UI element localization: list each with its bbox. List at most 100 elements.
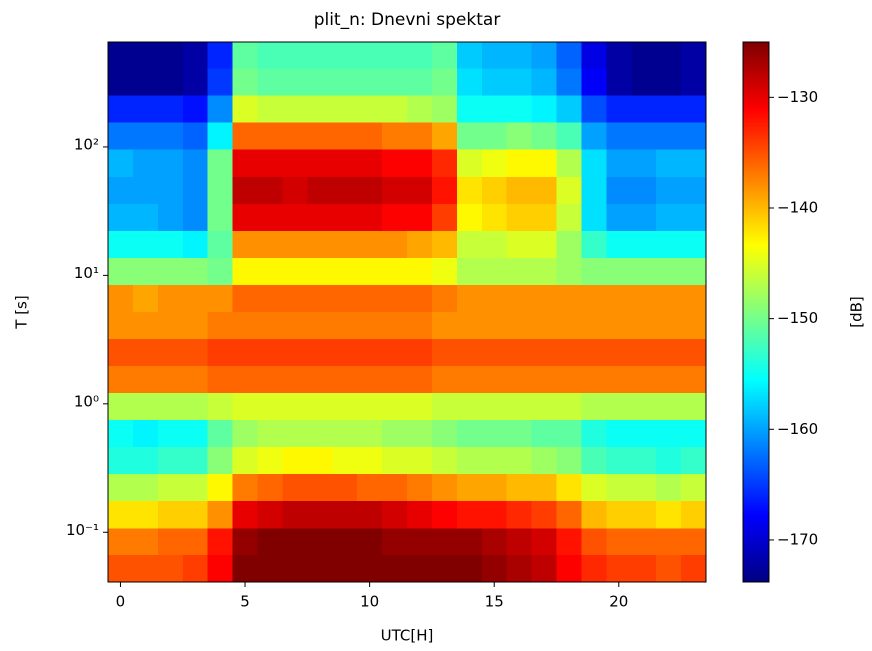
heatmap-cell [182,284,209,313]
colorbar-gradient [743,420,769,423]
heatmap-cell [656,68,682,96]
heatmap-cell [631,122,657,150]
heatmap-cell [108,527,134,556]
heatmap-cell [257,203,283,231]
heatmap-cell [282,149,308,177]
colorbar-gradient [743,502,769,505]
heatmap-cell [581,527,607,556]
heatmap-cell [357,473,383,502]
heatmap-cell [207,257,233,285]
heatmap-cell [232,95,258,123]
colorbar-gradient [743,228,769,231]
colorbar-gradient [743,292,769,295]
colorbar-gradient [743,524,769,527]
colorbar-gradient [743,368,769,371]
colorbar-gradient [743,450,769,453]
heatmap-cell [506,419,532,448]
heatmap-cell [606,257,632,285]
heatmap-cell [631,527,657,556]
colorbar-gradient [743,314,769,317]
heatmap-cell [531,500,557,529]
heatmap-cell [531,419,557,448]
heatmap-cell [656,365,682,394]
plot-frame [107,41,707,583]
colorbar-gradient [743,42,769,45]
heatmap-cell [506,338,532,367]
colorbar-gradient [743,356,769,359]
colorbar-gradient [743,478,769,481]
heatmap-cell [681,500,707,529]
heatmap-cell [282,122,308,150]
heatmap-cell [357,122,383,150]
heatmap-cell [307,257,333,285]
heatmap-cell [182,203,209,231]
heatmap-cell [157,500,184,529]
heatmap-cell [506,446,532,475]
heatmap-cell [282,203,308,231]
heatmap-cell [182,338,209,367]
heatmap-cell [157,311,184,339]
heatmap-cell [631,230,657,258]
heatmap-cell [456,338,483,367]
heatmap-cell [606,419,632,448]
colorbar-gradient [743,544,769,547]
heatmap-cell [606,284,632,313]
heatmap-cell [357,392,383,421]
colorbar-gradient [743,156,769,159]
colorbar-gradient [743,116,769,119]
colorbar-gradient [743,538,769,541]
heatmap-cell [132,500,159,529]
heatmap-cell [132,149,159,177]
colorbar-gradient [743,514,769,517]
colorbar-gradient [743,108,769,111]
heatmap-cell [232,338,258,367]
heatmap-cell [581,338,607,367]
colorbar-gradient [743,466,769,469]
colorbar-gradient [743,106,769,109]
colorbar-gradient [743,546,769,549]
heatmap-cell [606,95,632,123]
colorbar-gradient [743,340,769,343]
colorbar-gradient [743,334,769,337]
colorbar-gradient [743,286,769,289]
colorbar-gradient [743,394,769,397]
colorbar-gradient [743,196,769,199]
colorbar-gradient [743,512,769,515]
heatmap-cell [481,311,508,339]
colorbar-gradient [743,432,769,435]
colorbar-gradient [743,410,769,413]
heatmap-cell [556,554,582,583]
colorbar-gradient [743,452,769,455]
heatmap-cell [157,284,184,313]
heatmap-cell [656,176,682,204]
heatmap-cell [108,230,134,258]
colorbar-gradient [743,510,769,513]
heatmap-cell [631,446,657,475]
heatmap-cell [332,149,358,177]
heatmap-cell [681,230,707,258]
heatmap-cell [232,527,258,556]
colorbar-gradient [743,562,769,565]
colorbar-gradient [743,556,769,559]
heatmap-cell [232,473,258,502]
colorbar-gradient [743,266,769,269]
heatmap-cell [132,68,159,96]
heatmap-cell [531,311,557,339]
colorbar-gradient [743,192,769,195]
heatmap-cell [481,149,508,177]
heatmap-cell [481,392,508,421]
colorbar-gradient [743,226,769,229]
heatmap-cell [332,230,358,258]
colorbar-gradient [743,380,769,383]
heatmap-cell [407,176,433,204]
heatmap-cell [257,176,283,204]
colorbar-gradient [743,248,769,251]
heatmap-cell [282,473,308,502]
colorbar-gradient [743,128,769,131]
colorbar-gradient [743,548,769,551]
colorbar-gradient [743,326,769,329]
heatmap-cell [382,392,408,421]
heatmap-cell [382,257,408,285]
heatmap-cell [257,392,283,421]
heatmap-cell [207,203,233,231]
